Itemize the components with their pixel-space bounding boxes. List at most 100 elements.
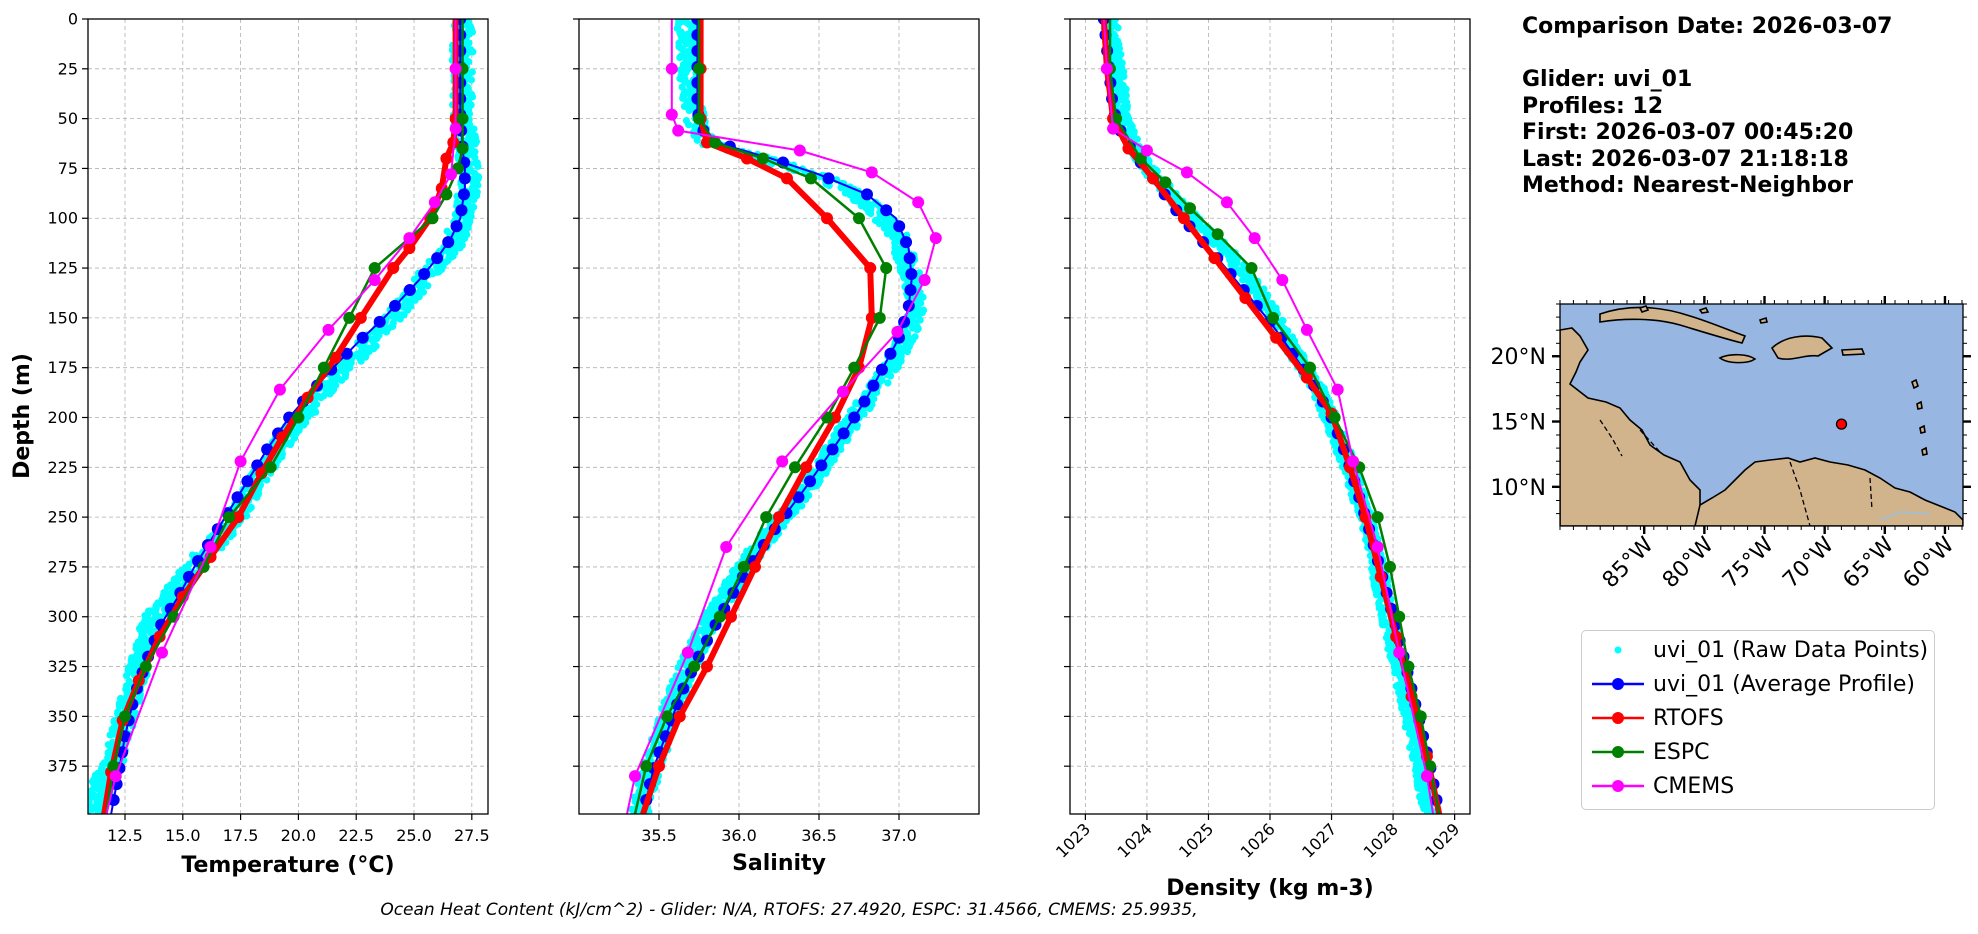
- density-rtofs-marker: [1208, 252, 1221, 265]
- salinity-rtofs-marker: [725, 610, 737, 623]
- temperature-espc-marker: [440, 188, 453, 201]
- map-lon-label: 70°W: [1778, 532, 1839, 593]
- temperature-rtofs-marker: [329, 351, 342, 364]
- salinity-raw-point: [894, 257, 903, 266]
- salinity-espc-marker: [760, 511, 773, 524]
- salinity-average-marker: [875, 363, 888, 376]
- temperature-raw-point: [317, 394, 325, 402]
- temperature-rtofs-marker: [387, 262, 400, 275]
- depth-y-label: Depth (m): [10, 353, 35, 479]
- temperature-cmems-marker: [155, 646, 168, 659]
- salinity-raw-point: [903, 347, 912, 356]
- legend: uvi_01 (Raw Data Points) uvi_01 (Average…: [1581, 630, 1935, 810]
- salinity-average-marker: [884, 347, 897, 360]
- depth-y-tick-label: 225: [47, 458, 78, 477]
- temperature-raw-point: [474, 174, 482, 182]
- salinity-cmems-marker: [720, 541, 733, 554]
- salinity-cmems-marker: [865, 166, 878, 179]
- temperature-series: [88, 19, 483, 814]
- glider-name: Glider: uvi_01: [1522, 67, 1693, 92]
- temperature-raw-point: [253, 493, 261, 501]
- salinity-espc-marker: [873, 311, 886, 324]
- density-rtofs-marker: [1300, 371, 1313, 384]
- temperature-cmems-marker: [273, 383, 286, 396]
- bahamas-shape: [1638, 305, 1768, 324]
- temperature-x-tick-label: 20.0: [281, 826, 317, 845]
- temperature-raw-point: [95, 809, 103, 814]
- density-rtofs-marker: [1147, 172, 1160, 185]
- south-america-shape: [1694, 457, 1963, 526]
- density-raw-point: [1242, 275, 1251, 284]
- temperature-raw-point: [469, 48, 477, 56]
- salinity-rtofs-marker: [800, 461, 813, 474]
- temperature-cmems-line: [105, 19, 457, 814]
- salinity-panel: 35.5 36.0 36.5 37.0 Salinity: [573, 18, 980, 876]
- temperature-y-ticks: 0 25 50 75 100 125 150 175 200 225 250 275 300 325 350…: [47, 10, 88, 776]
- density-average-line: [1102, 19, 1441, 814]
- depth-y-tick-label: 325: [47, 657, 78, 676]
- temperature-average-marker: [458, 172, 471, 185]
- salinity-rtofs-marker: [821, 212, 833, 225]
- temperature-average-marker: [403, 283, 416, 296]
- density-cmems-marker: [1107, 122, 1120, 135]
- jamaica-shape: [1718, 353, 1757, 364]
- salinity-x-label: Salinity: [732, 851, 826, 876]
- depth-y-tick-label: 275: [47, 557, 78, 576]
- density-espc-marker: [1393, 610, 1406, 623]
- density-rtofs-marker: [1239, 291, 1252, 304]
- temperature-espc-marker: [343, 311, 356, 324]
- salinity-average-marker: [815, 459, 828, 472]
- density-cmems-marker: [1248, 232, 1261, 245]
- legend-item-average: uvi_01 (Average Profile): [1582, 669, 1934, 699]
- salinity-y-ticks: [573, 18, 579, 767]
- depth-y-tick-label: 175: [47, 358, 78, 377]
- temperature-raw-point: [425, 257, 433, 266]
- density-x-tick-label: 1026: [1237, 819, 1279, 861]
- map-lat-label: 10°N: [1491, 476, 1546, 501]
- temperature-raw-point: [106, 731, 114, 739]
- density-x-tick-label: 1024: [1114, 819, 1156, 861]
- salinity-average-marker: [858, 395, 871, 408]
- temperature-raw-point: [474, 162, 482, 171]
- temperature-x-ticks: 12.5 15.0 17.5 20.0 22.5 25.0 27.5: [107, 814, 490, 845]
- salinity-axes-frame: [578, 18, 980, 815]
- temperature-raw-point: [471, 153, 479, 161]
- density-espc-marker: [1424, 760, 1436, 773]
- temperature-grid: [88, 18, 488, 814]
- salinity-x-tick-label: 37.0: [881, 826, 917, 845]
- salinity-rtofs-marker: [773, 511, 785, 524]
- salinity-raw-point: [685, 106, 693, 115]
- temperature-raw-point: [115, 702, 124, 711]
- temperature-average-marker: [241, 475, 254, 488]
- salinity-rtofs-marker: [864, 262, 877, 275]
- comparison-date: Comparison Date: 2026-03-07: [1522, 14, 1893, 39]
- density-cmems-marker: [1393, 646, 1406, 659]
- salinity-espc-marker: [709, 136, 721, 149]
- salinity-raw-point: [678, 75, 687, 84]
- ocean-heat-content-note: Ocean Heat Content (kJ/cm^2) - Glider: N…: [380, 900, 1198, 920]
- legend-label-average: uvi_01 (Average Profile): [1653, 672, 1915, 697]
- salinity-average-marker: [792, 491, 805, 504]
- density-espc-marker: [1402, 660, 1415, 673]
- salinity-espc-marker: [789, 461, 801, 474]
- info-spacer: [1522, 41, 1892, 68]
- salinity-cmems-marker: [665, 108, 678, 121]
- temperature-raw-point: [263, 476, 271, 484]
- salinity-raw-point: [866, 404, 874, 413]
- glider-location-marker: [1835, 418, 1848, 430]
- temperature-raw-point: [326, 390, 334, 398]
- map-land: [1560, 305, 1963, 526]
- depth-y-tick-label: 0: [68, 10, 78, 29]
- interpolation-method: Method: Nearest-Neighbor: [1522, 173, 1853, 198]
- temperature-x-label: Temperature (°C): [181, 853, 394, 878]
- temperature-raw-point: [88, 809, 91, 814]
- salinity-series: [626, 19, 942, 814]
- salinity-average-marker: [900, 236, 913, 249]
- salinity-espc-marker: [805, 172, 817, 185]
- temperature-x-tick-label: 15.0: [165, 826, 201, 845]
- salinity-average-marker: [904, 283, 917, 296]
- legend-label-raw: uvi_01 (Raw Data Points): [1653, 638, 1929, 663]
- salinity-raw-point: [884, 379, 892, 387]
- salinity-average-marker: [826, 443, 839, 456]
